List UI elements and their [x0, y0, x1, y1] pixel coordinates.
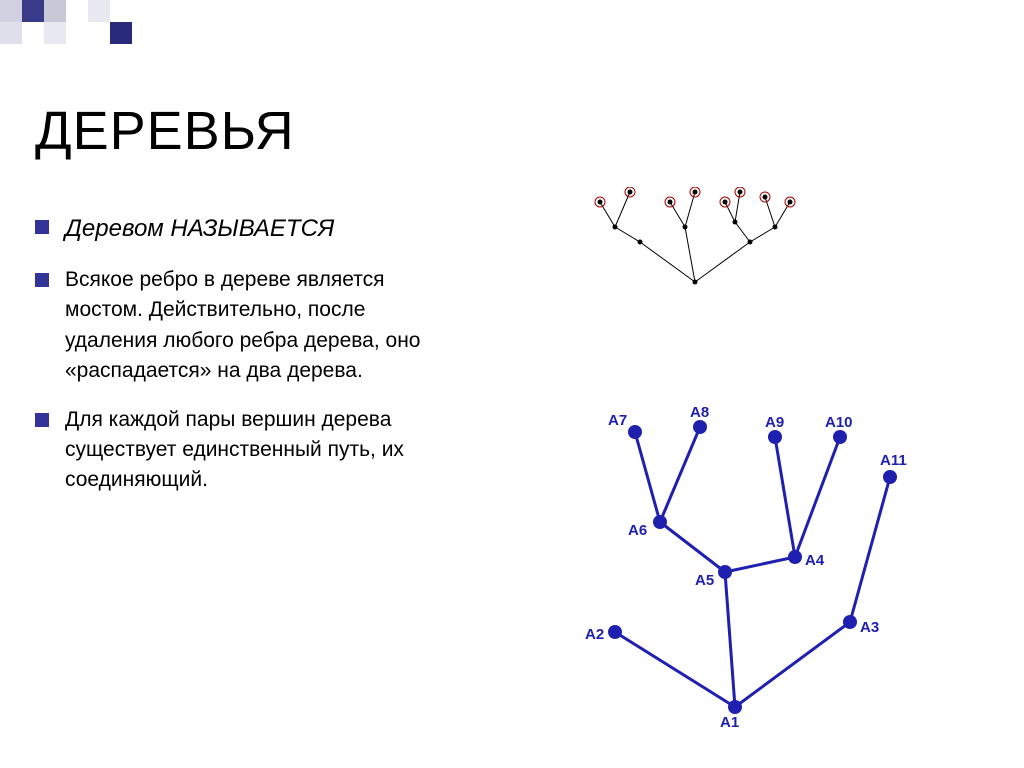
bullet-text: Для каждой пары вершин дерева существует…: [65, 405, 455, 496]
tree-node: [763, 195, 768, 200]
tree-node-label: A2: [585, 626, 604, 643]
bullet-item: Всякое ребро в дереве является мостом. Д…: [35, 265, 455, 387]
tree-edge: [695, 242, 750, 282]
columns: Деревом НАЗЫВАЕТСЯ Всякое ребро в дереве…: [35, 212, 994, 514]
tree-node: [843, 615, 857, 629]
tree-node: [748, 240, 753, 245]
tree-edge: [600, 202, 615, 227]
tree-node: [668, 200, 673, 205]
deco-square: [110, 22, 132, 44]
tree-edge: [640, 242, 695, 282]
tree-node: [608, 625, 622, 639]
deco-square: [22, 0, 44, 22]
tree-node: [613, 225, 618, 230]
tree-node: [728, 700, 742, 714]
tree-edge: [685, 227, 695, 282]
bullet-item: Для каждой пары вершин дерева существует…: [35, 405, 455, 496]
tree-edge: [660, 522, 725, 572]
corner-decoration: [0, 0, 200, 50]
tree-node: [693, 190, 698, 195]
tree-labeled-diagram: A1 A2 A3 A4 A5 A6 A7 A8 A9 A10 A11: [550, 387, 930, 737]
deco-square: [44, 0, 66, 22]
tree-node: [773, 225, 778, 230]
tree-node-label: A4: [805, 552, 825, 569]
tree-node: [883, 470, 897, 484]
deco-square: [0, 22, 22, 44]
tree-node-label: A9: [765, 414, 784, 431]
tree-edge: [775, 437, 795, 557]
tree-node-label: A6: [628, 522, 647, 539]
tree-edge: [725, 557, 795, 572]
tree-node: [693, 280, 698, 285]
tree-node: [738, 190, 743, 195]
tree-node: [638, 240, 643, 245]
bullet-marker: [35, 413, 49, 427]
tree-node: [788, 200, 793, 205]
tree-edge: [615, 192, 630, 227]
tree-edge: [670, 202, 685, 227]
tree-edge: [750, 227, 775, 242]
bullet-item: Деревом НАЗЫВАЕТСЯ: [35, 212, 455, 247]
tree-small-diagram: [590, 187, 810, 297]
tree-node: [683, 225, 688, 230]
deco-square: [88, 0, 110, 22]
tree-node-label: A3: [860, 619, 879, 636]
slide: ДЕРЕВЬЯ Деревом НАЗЫВАЕТСЯ Всякое ребро …: [0, 0, 1024, 768]
tree-edge: [635, 432, 660, 522]
tree-node-label: A7: [608, 412, 627, 429]
bullet-marker: [35, 220, 49, 234]
tree-node-label: A11: [880, 452, 907, 469]
tree-edge: [615, 227, 640, 242]
tree-edge: [775, 202, 790, 227]
tree-edge: [725, 572, 735, 707]
deco-square: [0, 0, 22, 22]
tree-node: [628, 425, 642, 439]
deco-square: [44, 22, 66, 44]
slide-content: ДЕРЕВЬЯ Деревом НАЗЫВАЕТСЯ Всякое ребро …: [35, 100, 994, 514]
tree-node: [788, 550, 802, 564]
tree-edge: [660, 427, 700, 522]
tree-node: [653, 515, 667, 529]
tree-node-label: A5: [695, 572, 714, 589]
tree-edge: [615, 632, 735, 707]
tree-node-label: A8: [690, 404, 709, 421]
slide-title: ДЕРЕВЬЯ: [35, 100, 994, 162]
bullet-marker: [35, 273, 49, 287]
tree-edge: [735, 222, 750, 242]
bullet-text: Всякое ребро в дереве является мостом. Д…: [65, 265, 455, 387]
tree-node: [718, 565, 732, 579]
tree-node: [693, 420, 707, 434]
tree-node-label: A10: [825, 414, 853, 431]
tree-node: [598, 200, 603, 205]
tree-node-label: A1: [720, 714, 739, 731]
tree-node: [833, 430, 847, 444]
tree-edge: [735, 622, 850, 707]
tree-node: [733, 220, 738, 225]
bullet-text: Деревом НАЗЫВАЕТСЯ: [65, 212, 334, 247]
text-column: Деревом НАЗЫВАЕТСЯ Всякое ребро в дереве…: [35, 212, 455, 514]
tree-node: [768, 430, 782, 444]
tree-edge: [795, 437, 840, 557]
tree-edge: [850, 477, 890, 622]
tree-node: [628, 190, 633, 195]
tree-node: [723, 200, 728, 205]
diagram-column: A1A2A3A4A5A6A7A8A9A10A11: [455, 212, 994, 514]
tree-edge: [725, 202, 735, 222]
